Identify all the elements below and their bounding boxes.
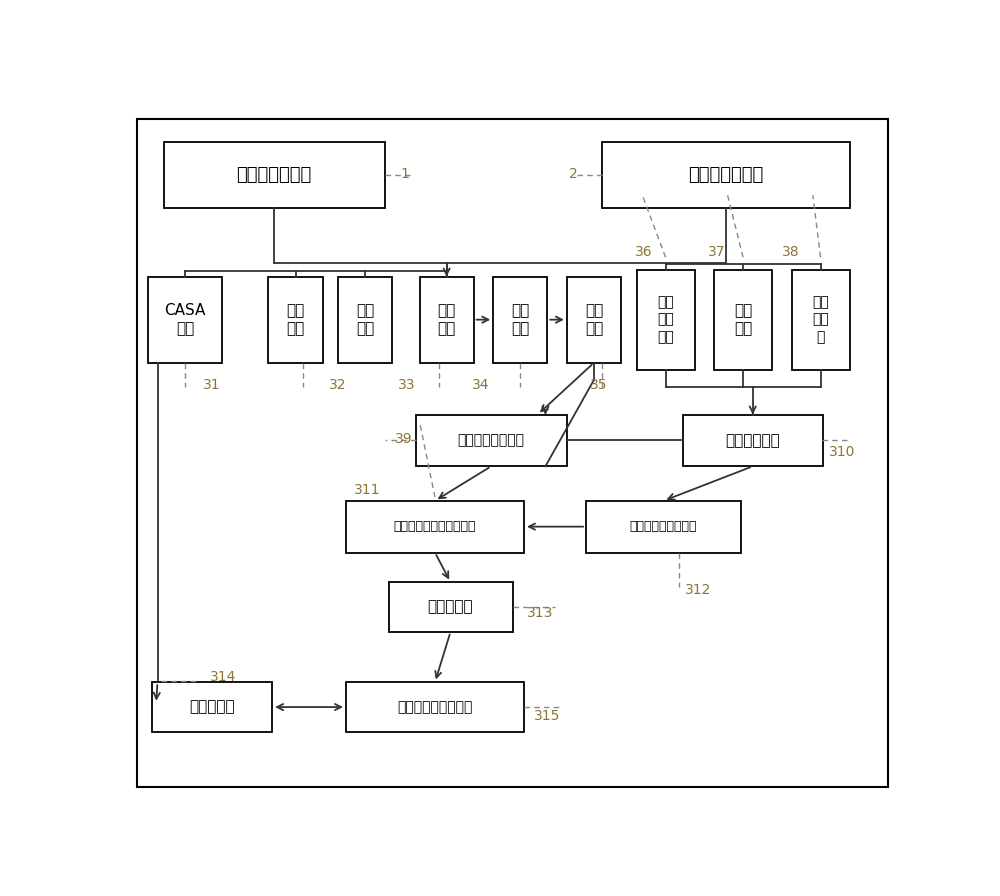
Text: 37: 37 — [708, 246, 725, 260]
Text: 2: 2 — [569, 168, 578, 182]
Bar — [792, 270, 850, 370]
Text: 克里
金法: 克里 金法 — [734, 303, 752, 337]
Bar — [637, 270, 695, 370]
Text: CASA
模型: CASA 模型 — [164, 303, 206, 337]
Bar — [346, 682, 524, 732]
Text: 33: 33 — [398, 378, 415, 392]
Text: 分类
面积: 分类 面积 — [286, 303, 305, 337]
Text: 39: 39 — [395, 432, 412, 445]
Bar — [493, 277, 547, 363]
Bar — [420, 277, 474, 363]
Text: 311: 311 — [354, 484, 381, 497]
Bar — [388, 582, 512, 632]
Bar — [268, 277, 323, 363]
Bar — [164, 142, 385, 208]
Bar — [416, 415, 567, 466]
Text: 土壤有机碳密度空间分布: 土壤有机碳密度空间分布 — [394, 521, 476, 533]
Text: 遥感数据处理层: 遥感数据处理层 — [237, 166, 312, 184]
Bar — [602, 142, 850, 208]
Text: 土壤碳储量: 土壤碳储量 — [428, 599, 473, 615]
Bar — [683, 415, 822, 466]
Text: 转移
矩阵: 转移 矩阵 — [356, 303, 374, 337]
Text: 31: 31 — [202, 378, 220, 392]
Text: 因子
筛选: 因子 筛选 — [511, 303, 529, 337]
Text: 36: 36 — [635, 246, 653, 260]
Bar — [338, 277, 392, 363]
Bar — [714, 270, 772, 370]
Bar — [152, 682, 272, 732]
Text: 泛克
里金
法: 泛克 里金 法 — [812, 296, 829, 344]
Text: 模型
分析: 模型 分析 — [585, 303, 603, 337]
Bar — [586, 501, 741, 553]
Bar — [148, 277, 222, 363]
Bar — [346, 501, 524, 553]
Text: 314: 314 — [210, 669, 237, 684]
Text: 313: 313 — [526, 606, 553, 619]
Text: 38: 38 — [782, 246, 800, 260]
Text: 310: 310 — [829, 445, 855, 460]
Text: 1: 1 — [400, 168, 409, 182]
Text: 土壤碳储量变化检测: 土壤碳储量变化检测 — [397, 700, 473, 714]
Text: 312: 312 — [685, 583, 711, 598]
Text: 315: 315 — [534, 709, 561, 723]
Bar — [567, 277, 621, 363]
Text: 32: 32 — [329, 378, 346, 392]
Text: 模型精度评价: 模型精度评价 — [725, 433, 780, 448]
Text: 线性
回归
模型: 线性 回归 模型 — [657, 296, 674, 344]
Text: 35: 35 — [590, 378, 608, 392]
Text: 获取
因子: 获取 因子 — [438, 303, 456, 337]
Text: 植被碳储量: 植被碳储量 — [189, 700, 235, 715]
Text: 34: 34 — [472, 378, 490, 392]
Text: 最佳模型线性组合: 最佳模型线性组合 — [458, 434, 525, 447]
Text: 土壤有机碳含量反演: 土壤有机碳含量反演 — [630, 521, 697, 533]
Text: 实测数据处理层: 实测数据处理层 — [688, 166, 763, 184]
